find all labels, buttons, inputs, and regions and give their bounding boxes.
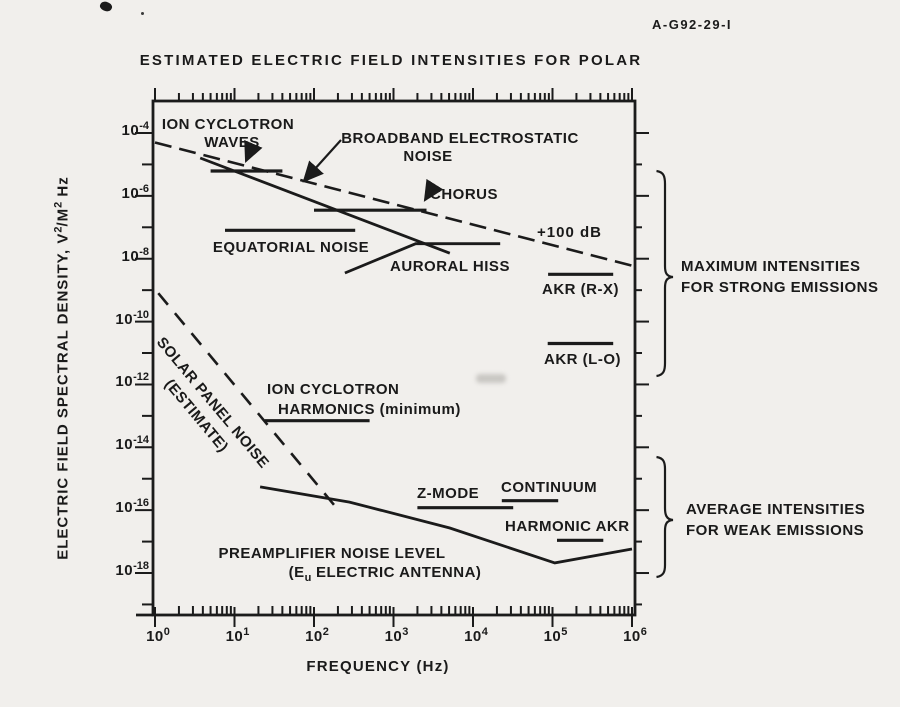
y-tick-label-1e-14: 10-14 [115, 434, 149, 454]
series-broadband-electrostatic-noise [199, 156, 451, 255]
series-plus-100-db [154, 141, 633, 267]
scan-artifact [476, 374, 506, 383]
y-tick-label-1e-10: 10-10 [115, 308, 149, 328]
y-tick-label-1e-18: 10-18 [115, 560, 149, 580]
label-strong-emissions-2: FOR STRONG EMISSIONS [681, 279, 879, 296]
label-broadband-2: NOISE [403, 148, 453, 165]
chart-title: ESTIMATED ELECTRIC FIELD INTENSITIES FOR… [139, 52, 643, 69]
series-solar-panel-noise [157, 292, 341, 513]
label-harmonics-1: ION CYCLOTRON [267, 381, 400, 398]
figure-id: A-G92-29-I [652, 17, 733, 32]
y-axis-title: ELECTRIC FIELD SPECTRAL DENSITY, V2/M2 H… [52, 176, 72, 560]
series-preamplifier-noise [259, 485, 633, 565]
x-tick-label-1e1: 101 [225, 626, 250, 645]
x-tick-label-1e3: 103 [384, 626, 409, 645]
y-tick-label-1e-4: 10-4 [121, 120, 149, 139]
y-tick-label-1e-8: 10-8 [121, 245, 149, 265]
label-ion-cyclotron-waves-1: ION CYCLOTRON [161, 116, 295, 133]
label-broadband-1: BROADBAND ELECTROSTATIC [341, 130, 579, 147]
brace-weak-emissions [656, 455, 674, 579]
arrow-broadband-noise [302, 139, 342, 183]
label-plus-100db: +100 dB [537, 224, 602, 241]
arrow-chorus [423, 178, 444, 202]
scan-artifact [141, 12, 144, 15]
label-akr-lo: AKR (L-O) [544, 351, 621, 368]
x-tick-label-1e2: 102 [305, 626, 329, 645]
plot-border [151, 99, 637, 617]
label-chorus: CHORUS [430, 186, 499, 203]
label-akr-rx: AKR (R-X) [542, 281, 619, 298]
label-auroral-hiss: AURORAL HISS [390, 258, 510, 275]
label-strong-emissions-1: MAXIMUM INTENSITIES [681, 258, 861, 275]
x-tick-label-1e6: 106 [623, 626, 647, 645]
series-layer [154, 141, 633, 565]
label-weak-emissions-1: AVERAGE INTENSITIES [686, 501, 866, 518]
label-equatorial-noise: EQUATORIAL NOISE [212, 239, 370, 256]
label-harmonic-akr: HARMONIC AKR [505, 518, 630, 535]
arrow-ion-cyclotron-waves [244, 139, 263, 164]
y-tick-label-1e-16: 10-16 [115, 497, 149, 517]
axis-ticks [135, 88, 649, 627]
annotation-arrows [244, 139, 444, 202]
label-ion-cyclotron-waves-2: WAVES [204, 134, 260, 151]
x-tick-label-1e5: 105 [543, 626, 568, 645]
label-z-mode: Z-MODE [417, 485, 480, 502]
x-tick-label-1e0: 100 [146, 626, 170, 645]
brace-strong-emissions [656, 169, 674, 378]
y-tick-label-1e-12: 10-12 [115, 371, 149, 391]
label-continuum: CONTINUUM [501, 479, 598, 496]
series-auroral-hiss [344, 242, 501, 275]
label-harmonics-2: HARMONICS (minimum) [278, 401, 461, 418]
x-tick-label-1e4: 104 [464, 626, 488, 645]
label-preamp-1: PREAMPLIFIER NOISE LEVEL [218, 545, 446, 562]
x-axis-title: FREQUENCY (Hz) [306, 658, 450, 675]
label-preamp-2: (Eu ELECTRIC ANTENNA) [288, 564, 482, 584]
label-weak-emissions-2: FOR WEAK EMISSIONS [686, 522, 865, 539]
y-tick-label-1e-6: 10-6 [121, 182, 149, 202]
annotation-braces [656, 169, 674, 579]
